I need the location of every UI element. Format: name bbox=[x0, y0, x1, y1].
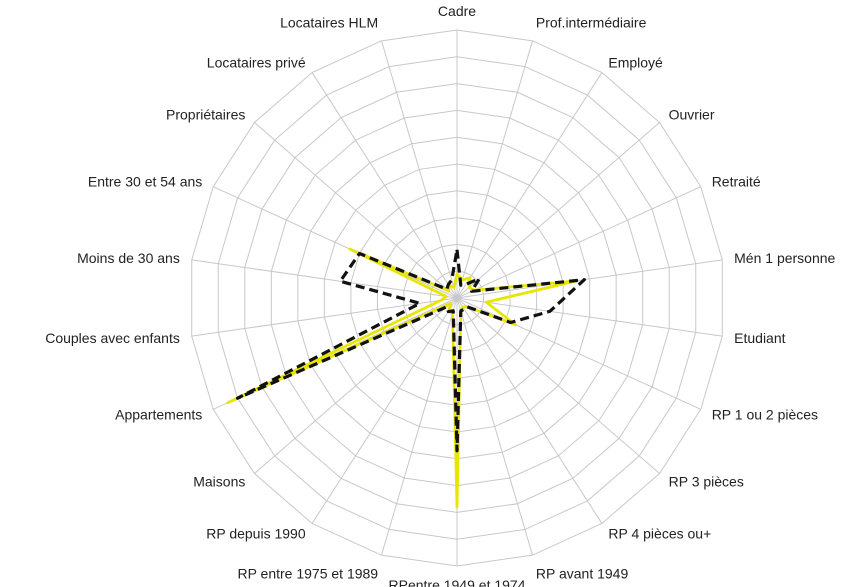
grid bbox=[191, 29, 723, 567]
series-line-2 bbox=[235, 248, 586, 453]
axis-spoke bbox=[381, 40, 458, 299]
axis-label: RP 3 pièces bbox=[669, 473, 744, 489]
axis-spoke bbox=[456, 72, 603, 299]
axis-label: RPentre 1949 et 1974 bbox=[389, 577, 526, 587]
axis-label: RP avant 1949 bbox=[536, 566, 629, 582]
axis-spoke bbox=[254, 122, 458, 299]
series-line-1 bbox=[226, 247, 578, 509]
axis-label: Locataires HLM bbox=[280, 14, 378, 30]
axis-label: Moins de 30 ans bbox=[77, 250, 180, 266]
axis-label: Prof.intermédiaire bbox=[536, 14, 647, 30]
axis-label: Maisons bbox=[193, 473, 245, 489]
axis-label: Entre 30 et 54 ans bbox=[88, 174, 202, 190]
axis-label: Mén 1 personne bbox=[734, 250, 835, 266]
axis-label: Etudiant bbox=[734, 330, 785, 346]
axis-spoke bbox=[311, 297, 458, 524]
axis-spoke bbox=[254, 297, 458, 474]
axis-label: Retraité bbox=[712, 174, 761, 190]
axis-spoke bbox=[213, 186, 458, 299]
axis-spoke bbox=[191, 297, 458, 337]
axis-spoke bbox=[381, 297, 458, 556]
axis-spoke bbox=[456, 186, 701, 299]
axis-spoke bbox=[456, 122, 660, 299]
axis-label: RP 4 pièces ou+ bbox=[608, 526, 711, 542]
axis-spoke bbox=[456, 297, 533, 556]
axis-label: Cadre bbox=[438, 3, 476, 19]
axis-labels: Cadre Prof.intermédiaire Employé Ouvrier Ret… bbox=[45, 3, 835, 587]
axis-spoke bbox=[191, 259, 458, 299]
axis-spoke bbox=[456, 297, 603, 524]
axis-label: RP 1 ou 2 pièces bbox=[712, 406, 818, 422]
axis-spoke bbox=[456, 259, 723, 299]
axis-label: RP entre 1975 et 1989 bbox=[237, 566, 378, 582]
axis-label: Couples avec enfants bbox=[45, 330, 180, 346]
axis-spoke bbox=[456, 40, 533, 299]
axis-label: Employé bbox=[608, 54, 663, 70]
axis-label: Propriétaires bbox=[166, 107, 245, 123]
series-layer bbox=[226, 247, 586, 509]
axis-label: Locataires privé bbox=[207, 54, 306, 70]
axis-label: Appartements bbox=[115, 406, 202, 422]
axis-spoke bbox=[456, 297, 723, 337]
axis-label: Ouvrier bbox=[669, 107, 715, 123]
axis-spoke bbox=[311, 72, 458, 299]
axis-spoke bbox=[456, 297, 701, 410]
axis-label: RP depuis 1990 bbox=[206, 526, 306, 542]
axis-spoke bbox=[456, 297, 660, 474]
